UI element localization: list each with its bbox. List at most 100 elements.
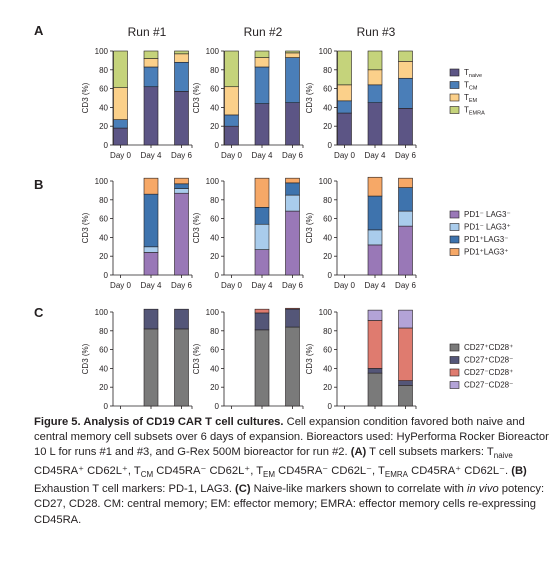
bar-segment-c-run3-1-0 — [367, 372, 383, 407]
legend-label-main: T — [464, 81, 469, 90]
caption-text-4: CD45RA⁻ CD62L⁺, T — [153, 464, 264, 477]
bar-segment-a-run1-2-1 — [174, 61, 189, 92]
caption-text-7: Exhaustion T cell markers: PD-1, LAG3. — [34, 483, 236, 496]
y-tick-label: 60 — [323, 85, 332, 94]
y-tick-label: 100 — [206, 47, 220, 56]
y-tick-label: 0 — [328, 141, 333, 150]
y-tick-label: 20 — [99, 252, 108, 261]
x-tick-label: Day 0 — [334, 151, 355, 160]
bar-segment-b-run3-2-2 — [398, 187, 413, 212]
legend-label-main: PD1⁻ LAG3⁺ — [464, 223, 511, 232]
y-tick-label: 100 — [319, 308, 333, 317]
legend-swatch — [449, 106, 460, 114]
bar-segment-b-run3-2-0 — [398, 225, 413, 276]
caption-sub-naive: naive — [493, 451, 513, 461]
bar-segment-b-run1-1-3 — [143, 177, 159, 195]
bar-segment-a-run2-1-1 — [254, 66, 270, 104]
bar-segment-a-run3-1-1 — [367, 84, 383, 103]
bar-segment-c-run1-1-1 — [143, 308, 159, 330]
bar-segment-b-run2-1-1 — [254, 223, 270, 250]
bar-segment-c-run2-2-1 — [285, 308, 300, 328]
y-tick-label: 20 — [210, 252, 219, 261]
y-tick-label: 0 — [215, 141, 220, 150]
y-tick-label: 40 — [210, 233, 219, 242]
y-tick-label: 20 — [323, 383, 332, 392]
bar-segment-b-run2-1-2 — [254, 207, 270, 225]
legend-label: TCM — [464, 81, 478, 92]
y-tick-label: 60 — [210, 346, 219, 355]
y-tick-label: 0 — [328, 402, 333, 410]
bar-segment-b-run2-2-3 — [285, 177, 300, 184]
legend-label-sub: EM — [469, 98, 478, 104]
bar-segment-c-run1-1-0 — [143, 328, 159, 407]
bar-segment-a-run3-1-3 — [367, 50, 383, 71]
y-tick-label: 20 — [323, 122, 332, 131]
y-tick-label: 80 — [323, 327, 332, 336]
y-tick-label: 40 — [210, 103, 219, 112]
legend-label-main: CD27⁺CD28⁻ — [464, 356, 513, 365]
caption-text-9: potency: CD27, CD28. CM: central memory;… — [34, 483, 545, 526]
bar-segment-a-run1-0-1 — [113, 119, 128, 129]
y-tick-label: 100 — [319, 47, 333, 56]
legend-label: PD1⁻ LAG3⁺ — [464, 223, 511, 232]
caption-text-8: Naive-like markers shown to correlate wi… — [250, 483, 467, 496]
x-tick-label: Day 6 — [171, 281, 192, 290]
figure-caption: Figure 5. Analysis of CD19 CAR T cell cu… — [34, 415, 549, 528]
bar-segment-a-run2-1-0 — [254, 103, 270, 146]
legend-label-main: CD27⁻CD28⁻ — [464, 381, 513, 390]
legend-label-sub: EMRA — [469, 111, 485, 117]
figure-charts: A Run #1 CD3 (%) 0 20 40 60 80 100 Day 0 Day 4 Day … — [34, 23, 513, 410]
caption-italic: in vivo — [466, 483, 499, 496]
legend-swatch — [449, 235, 460, 244]
bar-segment-a-run2-0-0 — [224, 125, 239, 146]
bar-segment-a-run2-0-2 — [224, 86, 239, 116]
y-tick-label: 0 — [215, 271, 220, 280]
bar-segment-b-run2-1-0 — [254, 249, 270, 276]
caption-text-1: Cell expansion condition favored both na… — [34, 416, 549, 459]
legend-label-main: T — [464, 106, 469, 115]
x-tick-label: Day 6 — [395, 151, 416, 160]
legend-label-main: PD1⁺LAG3⁻ — [464, 235, 508, 244]
bar-segment-c-run3-2-0 — [398, 385, 413, 407]
y-tick-label: 0 — [104, 141, 109, 150]
bar-segment-a-run3-0-2 — [337, 84, 352, 102]
legend-label: TEM — [464, 93, 478, 104]
y-axis-label: CD3 (%) — [305, 343, 314, 374]
x-tick-label: Day 6 — [282, 151, 303, 160]
x-tick-label: Day 4 — [252, 281, 273, 290]
y-tick-label: 20 — [99, 383, 108, 392]
bar-segment-a-run1-1-1 — [143, 66, 159, 88]
legend-label-main: T — [464, 68, 469, 77]
y-tick-label: 40 — [99, 364, 108, 373]
bar-segment-b-run3-1-2 — [367, 195, 383, 231]
bar-segment-b-run2-1-3 — [254, 177, 270, 208]
x-tick-label: Day 6 — [171, 151, 192, 160]
bar-segment-a-run2-2-3 — [285, 50, 300, 54]
y-tick-label: 40 — [323, 364, 332, 373]
y-tick-label: 80 — [210, 66, 219, 75]
legend-label: PD1⁺LAG3⁺ — [464, 248, 508, 257]
bar-segment-b-run2-2-1 — [285, 194, 300, 212]
y-tick-label: 80 — [99, 196, 108, 205]
bar-segment-a-run2-1-2 — [254, 57, 270, 68]
bar-segment-a-run3-2-0 — [398, 108, 413, 146]
legend-label-sub: naive — [469, 73, 482, 79]
legend-label-main: CD27⁻CD28⁺ — [464, 368, 513, 377]
caption-text-5: CD45RA⁻ CD62L⁻, T — [275, 464, 385, 477]
caption-label-a: (A) — [350, 446, 367, 459]
legend-swatch — [449, 223, 460, 231]
bar-segment-a-run2-2-0 — [285, 102, 300, 146]
y-tick-label: 0 — [104, 402, 109, 410]
legend-label: CD27⁺CD28⁺ — [464, 343, 513, 352]
bar-segment-a-run2-2-2 — [285, 52, 300, 58]
caption-label-b: (B) — [511, 464, 527, 477]
panel-letter-B: B — [34, 177, 43, 192]
bar-segment-a-run1-0-0 — [113, 127, 128, 146]
y-axis-label: CD3 (%) — [192, 212, 201, 243]
bar-segment-a-run3-2-3 — [398, 50, 413, 62]
y-tick-label: 40 — [323, 103, 332, 112]
y-axis-label: CD3 (%) — [81, 343, 90, 374]
run-title-3: Run #3 — [357, 25, 396, 39]
bar-segment-a-run1-2-0 — [174, 91, 189, 146]
caption-text-2: T cell subsets markers: T — [366, 446, 494, 459]
